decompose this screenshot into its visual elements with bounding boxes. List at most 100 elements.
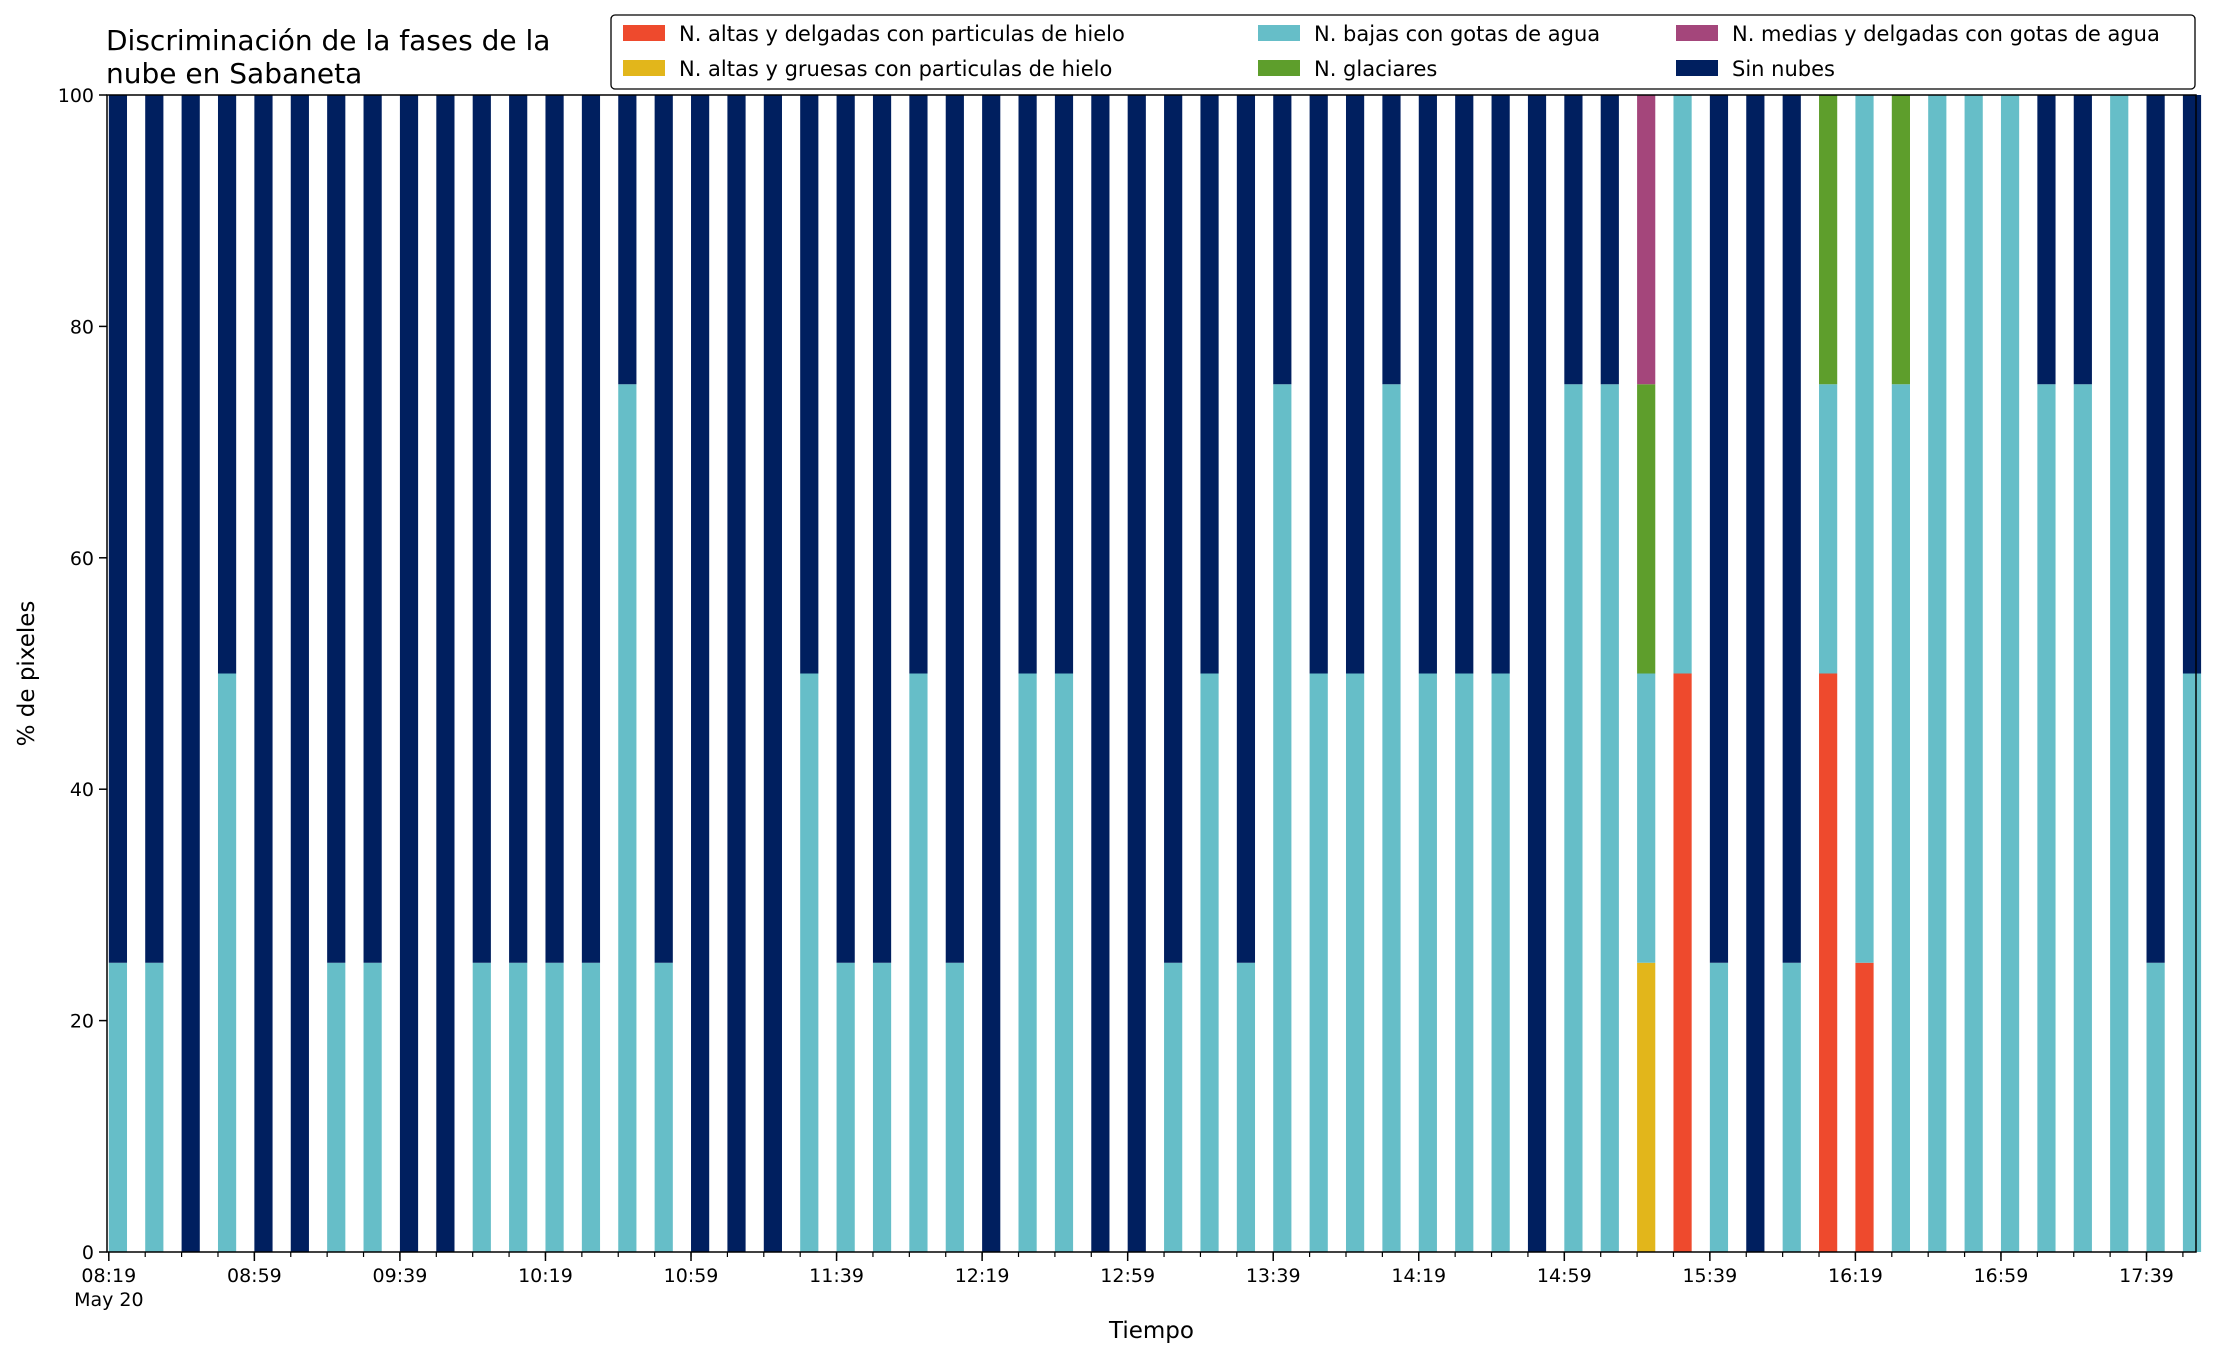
x-tick-label: 16:59: [1974, 1265, 2029, 1287]
bar-segment: [581, 962, 601, 1252]
x-tick-label: 16:19: [1828, 1265, 1883, 1287]
bar-segment: [2110, 95, 2129, 1252]
y-tick-label: 20: [70, 1011, 94, 1033]
x-tick-label: 13:39: [1246, 1265, 1301, 1287]
legend-label: N. bajas con gotas de agua: [1314, 22, 1600, 46]
x-tick-label: 15:39: [1682, 1265, 1737, 1287]
bar-segment: [1418, 95, 1437, 674]
y-axis: 0 20 40 60 80 100: [58, 85, 107, 1264]
bar-segment: [254, 95, 273, 1252]
bar-segment: [872, 962, 892, 1252]
bar-segment: [581, 95, 601, 963]
legend-label: N. altas y gruesas con particulas de hie…: [679, 57, 1112, 81]
bar-segment: [1382, 95, 1401, 385]
bar-segment: [1855, 95, 1874, 963]
bar-segment: [1018, 673, 1037, 1252]
bar-segment: [1273, 95, 1292, 385]
bar-segment: [217, 95, 237, 674]
bar-segment: [1600, 95, 1619, 385]
bar-segment: [290, 95, 309, 1252]
bar-segment: [108, 962, 128, 1252]
bar-segment: [2146, 962, 2165, 1252]
bars-layer: [108, 95, 2202, 1252]
x-tick-label: 10:19: [518, 1265, 573, 1287]
bar-segment: [836, 95, 855, 963]
bar-segment: [509, 962, 528, 1252]
legend-swatch: [1258, 25, 1300, 41]
bar-segment: [1054, 673, 1074, 1252]
bar-segment: [2037, 384, 2056, 1252]
bar-segment: [1891, 95, 1910, 385]
bar-segment: [1564, 95, 1583, 385]
x-tick-label: 17:39: [2119, 1265, 2174, 1287]
bar-segment: [1527, 95, 1547, 1252]
bar-segment: [800, 673, 819, 1252]
x-date-label: May 20: [74, 1289, 144, 1311]
legend-label: Sin nubes: [1732, 57, 1835, 81]
bar-segment: [2073, 384, 2092, 1252]
bar-segment: [945, 962, 964, 1252]
chart-title-line: Discriminación de la fases de la: [106, 24, 550, 57]
bar-segment: [1382, 384, 1401, 1252]
bar-segment: [1091, 95, 1110, 1252]
legend-label: N. medias y delgadas con gotas de agua: [1732, 22, 2160, 46]
legend-swatch: [1676, 25, 1718, 41]
bar-segment: [1164, 962, 1183, 1252]
bar-segment: [399, 95, 419, 1252]
bar-segment: [1600, 384, 1619, 1252]
bar-segment: [2182, 95, 2202, 674]
bar-segment: [1491, 95, 1510, 674]
bar-segment: [2146, 95, 2165, 963]
bar-segment: [800, 95, 819, 674]
x-tick-label: 12:59: [1100, 1265, 1155, 1287]
plot-frame: [106, 94, 2197, 1253]
bar-segment: [1236, 962, 1256, 1252]
bar-segment: [618, 95, 637, 385]
bar-segment: [2182, 673, 2202, 1252]
bar-segment: [1673, 95, 1692, 674]
bar-segment: [472, 962, 491, 1252]
bar-segment: [509, 95, 528, 963]
bar-segment: [1273, 384, 1292, 1252]
legend-swatch: [1258, 60, 1300, 76]
bar-segment: [1345, 673, 1365, 1252]
legend-box: [610, 14, 2196, 90]
bar-segment: [1637, 384, 1656, 674]
bar-segment: [1418, 673, 1437, 1252]
bar-segment: [945, 95, 964, 963]
bar-segment: [1236, 95, 1256, 963]
bar-segment: [1819, 673, 1838, 1252]
bar-segment: [1455, 95, 1474, 674]
bar-segment: [836, 962, 855, 1252]
bar-segment: [363, 962, 382, 1252]
legend-swatch: [1676, 60, 1718, 76]
bar-segment: [472, 95, 491, 963]
bar-segment: [1309, 673, 1328, 1252]
bar-segment: [909, 95, 928, 674]
bar-segment: [1673, 673, 1692, 1252]
bar-segment: [909, 673, 928, 1252]
legend-label: N. glaciares: [1314, 57, 1437, 81]
bar-segment: [1309, 95, 1328, 674]
y-axis-title: % de pixeles: [14, 601, 40, 747]
chart-title-line: nube en Sabaneta: [106, 57, 362, 90]
bar-segment: [1746, 95, 1765, 1252]
bar-segment: [1200, 673, 1219, 1252]
bar-segment: [2000, 95, 2020, 1252]
x-tick-label: 10:59: [664, 1265, 719, 1287]
bar-segment: [1637, 95, 1656, 385]
bar-segment: [363, 95, 382, 963]
bar-segment: [1964, 95, 1983, 1252]
bar-segment: [1455, 673, 1474, 1252]
bar-segment: [1345, 95, 1365, 674]
bar-segment: [1782, 962, 1801, 1252]
bar-segment: [2037, 95, 2056, 385]
y-tick-label: 80: [70, 316, 94, 338]
x-tick-label: 08:59: [227, 1265, 282, 1287]
bar-segment: [545, 95, 564, 963]
y-tick-label: 0: [82, 1242, 94, 1264]
bar-segment: [1709, 95, 1729, 963]
legend-swatch: [623, 60, 665, 76]
